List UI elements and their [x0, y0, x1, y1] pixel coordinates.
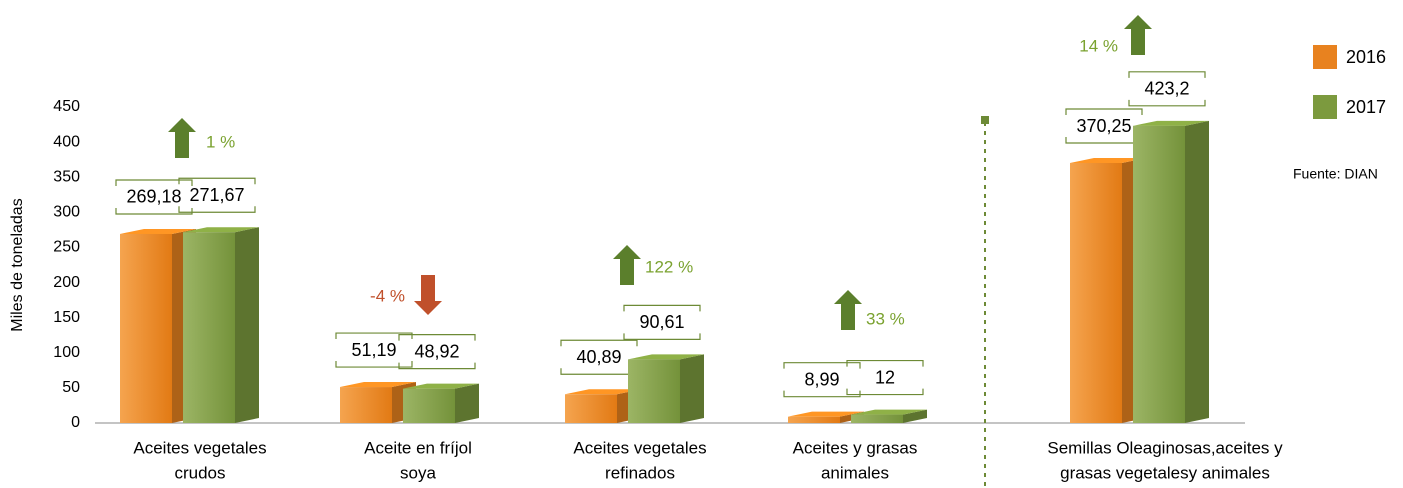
bar-top: [403, 383, 479, 389]
source: Fuente: DIAN: [1293, 166, 1378, 182]
value-label-box: [623, 304, 701, 340]
y-tick-label: 100: [53, 344, 80, 361]
bar-top: [851, 409, 927, 415]
x-tick-label: Aceite en fríjol: [364, 438, 472, 457]
value-label: 269,18: [126, 187, 181, 207]
bar-top: [628, 354, 704, 360]
legend-label: 2016: [1346, 47, 1386, 67]
bar-top: [1133, 120, 1209, 126]
bar-side: [903, 409, 927, 423]
y-tick-label: 0: [71, 414, 80, 431]
change-arrow: [613, 245, 641, 285]
value-label-box: [178, 177, 256, 213]
y-tick-label: 200: [53, 274, 80, 291]
legend-swatch: [1313, 45, 1337, 69]
bar-top: [120, 228, 196, 234]
x-tick-label: Aceites vegetales: [573, 438, 706, 457]
bar-top: [340, 382, 416, 388]
value-label: 12: [875, 367, 895, 387]
change-label: 33 %: [866, 309, 905, 328]
y-tick-label: 450: [53, 98, 80, 115]
bar: [120, 233, 172, 423]
x-tick-label: animales: [821, 463, 889, 482]
bar-top: [788, 411, 864, 417]
x-tick-label: Aceites y grasas: [793, 438, 918, 457]
bar-side: [1185, 120, 1209, 424]
y-tick-label: 150: [53, 309, 80, 326]
x-tick-label: grasas vegetalesy animales: [1060, 463, 1270, 482]
y-tick-label: 300: [53, 204, 80, 221]
legend-swatch: [1313, 95, 1337, 119]
value-label: 8,99: [804, 369, 839, 389]
bar: [851, 414, 903, 423]
bar-top: [1070, 158, 1146, 164]
change-arrow: [1124, 15, 1152, 55]
value-label: 423,2: [1144, 79, 1189, 99]
value-label-box: [335, 332, 413, 368]
x-tick-label: soya: [400, 463, 436, 482]
bar: [565, 394, 617, 423]
bar: [1070, 163, 1122, 423]
bar-side: [680, 354, 704, 423]
value-label-box: [398, 334, 476, 370]
y-tick-label: 400: [53, 133, 80, 150]
change-label: 122 %: [645, 257, 693, 276]
value-label: 370,25: [1076, 116, 1131, 136]
y-tick-label: 250: [53, 239, 80, 256]
x-tick-label: Semillas Oleaginosas,aceites y: [1047, 438, 1283, 457]
bar: [788, 416, 840, 423]
value-label: 48,92: [414, 341, 459, 361]
change-label: 14 %: [1079, 36, 1118, 55]
y-tick-label: 350: [53, 168, 80, 185]
legend-label: 2017: [1346, 97, 1386, 117]
separator-cap: [981, 116, 989, 124]
x-tick-label: refinados: [605, 463, 675, 482]
y-tick-label: 50: [62, 379, 80, 396]
value-label: 51,19: [351, 340, 396, 360]
bar: [183, 232, 235, 423]
change-label: 1 %: [206, 132, 235, 151]
bar: [340, 387, 392, 423]
x-tick-label: Aceites vegetales: [133, 438, 266, 457]
change-label: -4 %: [370, 286, 405, 305]
change-arrow: [414, 275, 442, 315]
change-arrow: [168, 118, 196, 158]
bar: [403, 388, 455, 423]
y-axis-title: Miles de toneladas: [9, 198, 26, 331]
bar-side: [235, 227, 259, 423]
value-label: 40,89: [576, 347, 621, 367]
value-label: 90,61: [639, 312, 684, 332]
bar-top: [565, 389, 641, 395]
value-label: 271,67: [189, 185, 244, 205]
bar: [628, 359, 680, 423]
bar-side: [455, 383, 479, 423]
value-label-box: [1128, 71, 1206, 107]
x-tick-label: crudos: [174, 463, 225, 482]
change-arrow: [834, 290, 862, 330]
bar-top: [183, 227, 259, 233]
value-label-box: [846, 359, 924, 396]
value-label-box: [783, 362, 861, 398]
value-label-box: [115, 179, 193, 215]
bar: [1133, 125, 1185, 424]
